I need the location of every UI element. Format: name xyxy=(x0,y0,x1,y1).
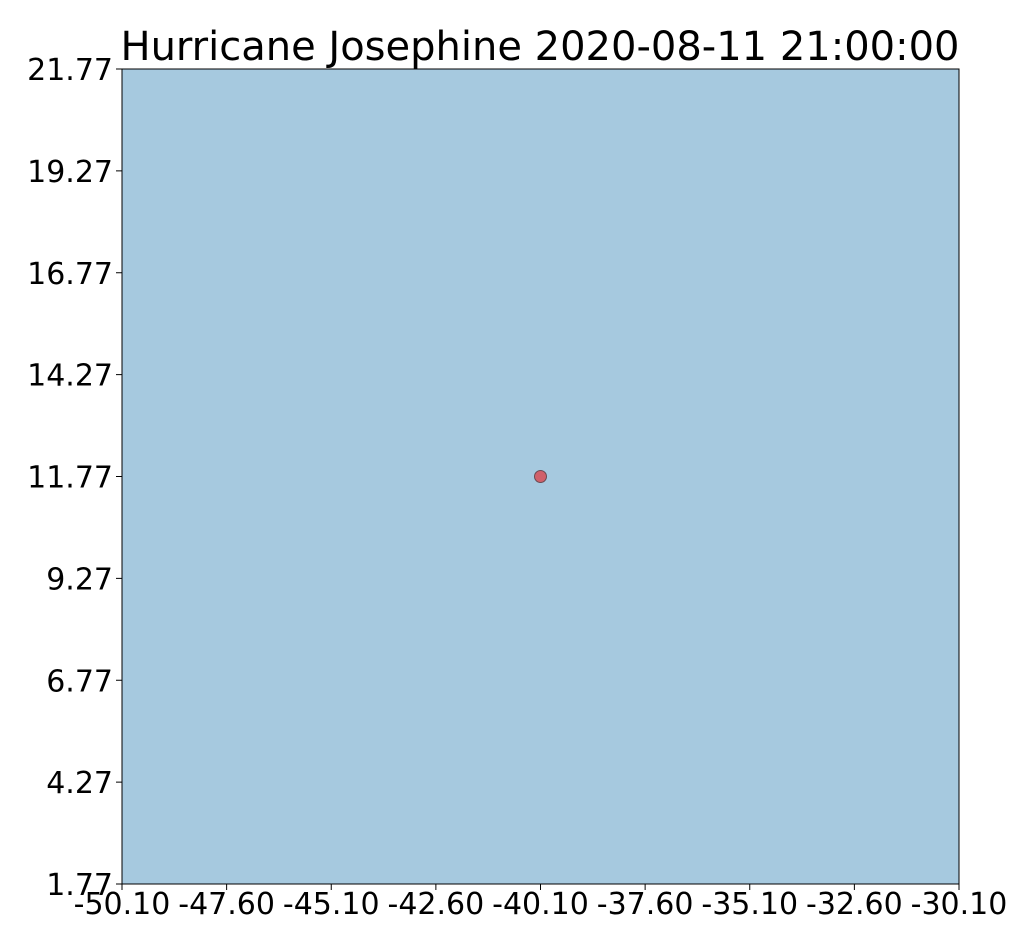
y-tick-label: 1.77 xyxy=(46,868,113,903)
x-tick-label: -30.10 xyxy=(911,887,1008,922)
y-tick-label: 19.27 xyxy=(27,155,113,190)
x-tick-label: -32.60 xyxy=(806,887,903,922)
y-axis: 21.77 19.27 16.77 14.27 11.77 9.27 6.77 4.27 1.7… xyxy=(27,53,122,903)
x-tick-label: -40.10 xyxy=(492,887,589,922)
map-title: Hurricane Josephine 2020-08-11 21:00:00 xyxy=(121,24,960,70)
y-tick-label: 14.27 xyxy=(27,359,113,394)
storm-track-points xyxy=(534,470,547,483)
x-tick-label: -45.10 xyxy=(283,887,380,922)
y-tick-label: 21.77 xyxy=(27,53,113,88)
y-tick-label: 6.77 xyxy=(46,664,113,699)
x-tick-label: -42.60 xyxy=(388,887,485,922)
y-tick-label: 9.27 xyxy=(46,562,113,597)
x-tick-label: -50.10 xyxy=(74,887,171,922)
y-tick-label: 4.27 xyxy=(46,766,113,801)
x-tick-label: -47.60 xyxy=(178,887,275,922)
hurricane-position-marker xyxy=(534,470,547,483)
y-tick-label: 11.77 xyxy=(27,461,113,496)
x-axis: -50.10 -47.60 -45.10 -42.60 -40.10 -37.60 -35.… xyxy=(74,884,1008,922)
x-tick-label: -35.10 xyxy=(701,887,798,922)
x-tick-label: -37.60 xyxy=(597,887,694,922)
y-tick-label: 16.77 xyxy=(27,257,113,292)
